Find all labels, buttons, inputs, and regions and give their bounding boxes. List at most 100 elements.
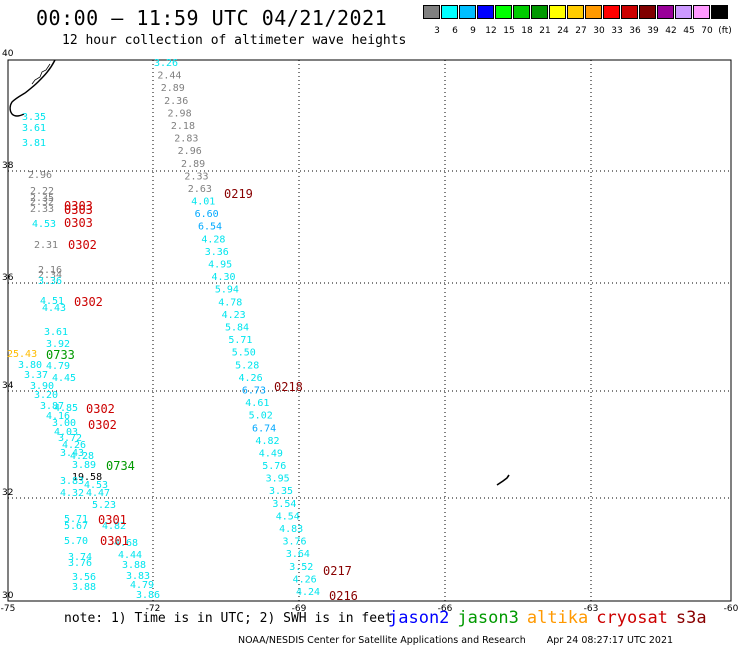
swh-value: 3.76 [68, 558, 92, 569]
pass-time-label: 0303 [64, 203, 93, 217]
swh-value: 4.79 [130, 580, 154, 591]
swh-value: 2.22 [30, 186, 54, 197]
coastline-inner [31, 63, 51, 85]
legend-label: 6 [452, 26, 458, 36]
swh-value: 4.26 [239, 373, 263, 384]
lat-label: 32 [2, 488, 13, 498]
swh-value: 3.90 [30, 381, 54, 392]
legend-label: 42 [665, 26, 677, 36]
pass-time-label: 0218 [274, 380, 303, 394]
swh-value: 2.36 [164, 96, 188, 107]
page-title: 00:00 – 11:59 UTC 04/21/2021 [36, 6, 388, 30]
swh-value: 4.26 [293, 574, 317, 585]
pass-time-label: 0303 [64, 216, 93, 230]
legend-swatch [477, 5, 494, 19]
swh-value: 4.26 [62, 440, 86, 451]
swh-value: 3.54 [272, 499, 296, 510]
swh-value: 5.76 [262, 461, 286, 472]
axis-labels: 40 38 36 34 32 30 -75 -72 -69 -66 -63 -60 [1, 49, 739, 614]
swh-value: 2.18 [171, 121, 195, 132]
swh-value: 4.16 [46, 411, 70, 422]
swh-value: 3.64 [286, 549, 310, 560]
swh-value: 4.28 [201, 234, 225, 245]
legend-label: 27 [575, 26, 587, 36]
swh-value: 3.52 [289, 562, 313, 573]
swh-value: 3.35 [22, 112, 46, 123]
swh-value: 4.85 [54, 403, 78, 414]
legend-swatch [567, 5, 584, 19]
swh-value: 2.16 [38, 265, 62, 276]
swh-value: 4.53 [32, 219, 56, 230]
legend-swatch [693, 5, 710, 19]
coastline [9, 59, 510, 486]
swh-value: 5.71 [64, 514, 88, 525]
altimeter-track-offshore: 3.262.442.892.362.982.182.832.962.892.33… [154, 58, 320, 598]
lat-label: 30 [2, 591, 14, 601]
swh-value: 4.79 [46, 361, 70, 372]
swh-value: 3.26 [154, 58, 178, 69]
swh-value: 4.28 [70, 451, 94, 462]
satellite-label-jason3: jason3 [457, 608, 519, 628]
swh-value: 4.54 [276, 511, 300, 522]
map-frame [7, 59, 732, 602]
legend-label: (ft) [718, 26, 732, 36]
swh-value: 5.70 [64, 536, 88, 547]
legend-swatch [441, 5, 458, 19]
swh-value: 3.61 [22, 123, 46, 134]
swh-value: 3.61 [44, 327, 68, 338]
swh-value: 2.35 [30, 193, 54, 204]
swh-value: 4.82 [255, 436, 279, 447]
swh-value: 4.44 [118, 550, 142, 561]
legend-swatch [639, 5, 656, 19]
pass-time-label: 0219 [224, 187, 253, 201]
altimeter-track-coastal: 3.353.613.812.962.222.352.322.334.532.31… [7, 112, 160, 601]
pass-time-label: 0216 [329, 589, 358, 603]
pass-time-label: 0302 [74, 295, 103, 309]
swh-value: 3.72 [58, 433, 82, 444]
pass-time-label: 0302 [86, 402, 115, 416]
swh-value: 4.49 [259, 448, 283, 459]
pass-time-label: 0734 [106, 459, 135, 473]
swh-value: 2.96 [178, 146, 202, 157]
swh-value: 3.56 [72, 572, 96, 583]
swh-value: 4.32 [60, 488, 84, 499]
legend-swatch [621, 5, 638, 19]
swh-value: 4.82 [102, 521, 126, 532]
legend-swatch [459, 5, 476, 19]
pass-time-label: 0301 [100, 534, 129, 548]
swh-value: 3.37 [24, 370, 48, 381]
swh-value: 4.43 [42, 303, 66, 314]
swh-value: 3.83 [60, 476, 84, 487]
swh-value: 3.36 [38, 276, 62, 287]
swh-value: 3.36 [205, 247, 229, 258]
swh-value: 2.98 [168, 108, 192, 119]
swh-value: 3.20 [34, 390, 58, 401]
lat-label: 36 [2, 273, 14, 283]
lon-label: -69 [292, 604, 307, 614]
satellite-legend: jason2 jason3 altika cryosat s3a [388, 608, 715, 628]
swh-value: 2.89 [161, 83, 185, 94]
swh-value: 3.80 [18, 360, 42, 371]
swh-value: 3.88 [72, 582, 96, 593]
legend-label: 39 [647, 26, 659, 36]
legend-label: 15 [503, 26, 515, 36]
swh-value: 5.02 [249, 411, 273, 422]
swh-value: 2.33 [30, 204, 54, 215]
swh-value: 3.76 [282, 537, 306, 548]
swh-value: 19.58 [72, 472, 102, 483]
swh-value: 5.84 [225, 323, 249, 334]
swh-value: 5.50 [232, 348, 256, 359]
swh-value: 5.23 [92, 500, 116, 511]
swh-value: 6.54 [198, 222, 222, 233]
legend-swatch [423, 5, 440, 19]
swh-value: 2.32 [30, 197, 54, 208]
pass-time-labels: 0219030303030303030203020733021803020302… [46, 187, 358, 603]
pass-time-label: 0303 [64, 199, 93, 213]
swh-value: 2.31 [34, 240, 58, 251]
footer: NOAA/NESDIS Center for Satellite Applica… [238, 635, 673, 646]
swh-value: 6.73 [242, 385, 266, 396]
swh-value: 4.45 [52, 373, 76, 384]
legend-swatch [711, 5, 728, 19]
swh-value: 3.35 [269, 486, 293, 497]
